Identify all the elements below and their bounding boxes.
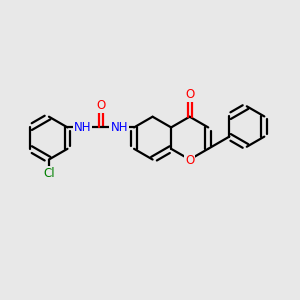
Text: O: O [185, 154, 194, 167]
Text: O: O [185, 88, 194, 101]
Text: NH: NH [74, 121, 91, 134]
Text: NH: NH [110, 121, 128, 134]
Text: O: O [96, 99, 105, 112]
Text: Cl: Cl [43, 167, 55, 180]
